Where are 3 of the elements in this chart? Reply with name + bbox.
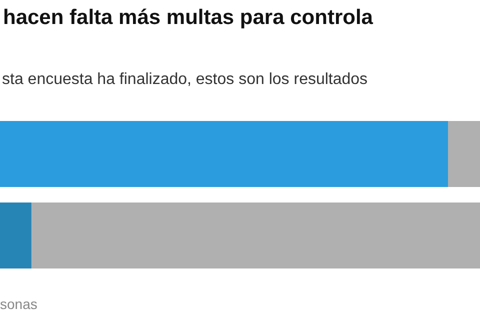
text: sonas bbox=[0, 296, 38, 312]
chart-title: hacen falta más multas para controla bbox=[3, 6, 373, 30]
chart-subtitle: sta encuesta ha finalizado, estos son los resultados bbox=[2, 71, 368, 89]
